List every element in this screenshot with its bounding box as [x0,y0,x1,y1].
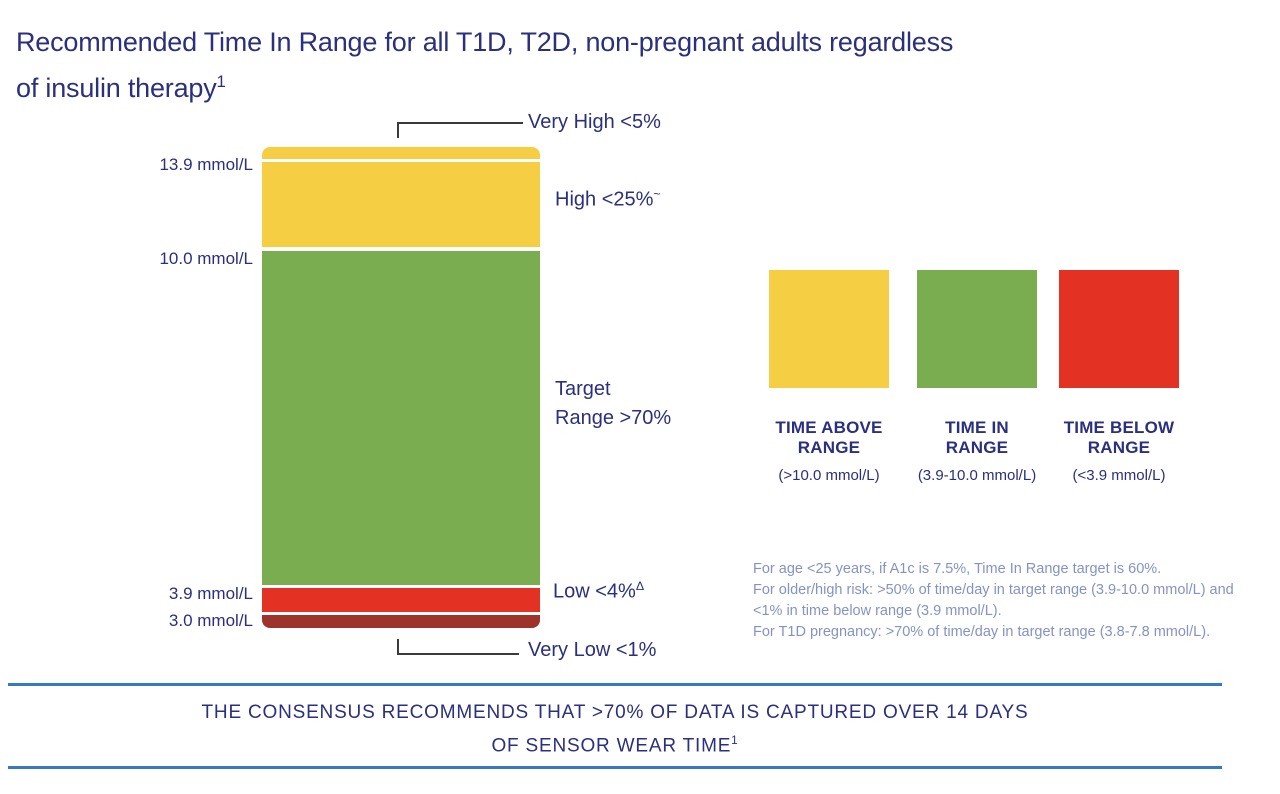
segment-high [262,162,540,247]
banner-line-2: OF SENSOR WEAR TIME [491,735,732,757]
legend-item-time-in-range: TIME IN RANGE (3.9-10.0 mmol/L) [897,270,1057,484]
time-above-range-title: TIME ABOVE RANGE [775,418,883,457]
note-line: For T1D pregnancy: >70% of time/day in t… [753,624,1211,640]
y-label-3-9-mmol: 3.9 mmol/L [168,584,253,603]
consensus-banner: THE CONSENSUS RECOMMENDS THAT >70% OF DA… [0,699,1230,760]
legend-item-time-above-range: TIME ABOVE RANGE (>10.0 mmol/L) [749,270,909,484]
time-above-range-swatch [769,270,889,388]
time-in-range-swatch [917,270,1037,388]
high-footnote-marker: ~ [653,187,661,201]
legend-item-time-below-range: TIME BELOW RANGE (<3.9 mmol/L) [1039,270,1199,484]
time-below-range-swatch [1059,270,1179,388]
time-below-range-threshold: (<3.9 mmol/L) [1072,467,1166,484]
very-low-label: Very Low <1% [528,639,657,661]
very-low-bracket-line [397,639,519,655]
very-high-bracket-line [397,122,523,138]
note-line: For older/high risk: >50% of time/day in… [753,582,1234,598]
segment-very-low [262,615,540,628]
segment-low [262,588,540,612]
title-line-1: Recommended Time In Range for all T1D, T… [16,27,954,57]
title-footnote-marker: 1 [216,72,226,91]
top-divider-line [8,683,1222,686]
very-high-label: Very High <5% [528,111,661,133]
y-label-3-0-mmol: 3.0 mmol/L [168,611,253,630]
banner-footnote-marker: 1 [731,734,739,747]
note-line: <1% in time below range (3.9 mmol/L). [753,603,1002,619]
segment-target-range [262,251,540,585]
time-in-range-title: TIME IN RANGE [945,418,1009,457]
clinical-notes: For age <25 years, if A1c is 7.5%, Time … [753,559,1234,643]
banner-line-1: THE CONSENSUS RECOMMENDS THAT >70% OF DA… [201,702,1029,723]
time-above-range-threshold: (>10.0 mmol/L) [778,467,880,484]
target-range-label: Target Range >70% [555,378,672,429]
time-below-range-title: TIME BELOW RANGE [1063,418,1175,457]
time-in-range-threshold: (3.9-10.0 mmol/L) [917,467,1037,484]
segment-very-high [262,147,540,159]
bottom-divider-line [8,766,1222,769]
page-title: Recommended Time In Range for all T1D, T… [16,22,953,108]
stacked-bar [262,147,540,628]
high-label: High <25%~ [555,187,661,211]
note-line: For age <25 years, if A1c is 7.5%, Time … [753,561,1162,577]
low-label: Low <4%Δ [553,579,645,603]
title-line-2: of insulin therapy [16,73,217,103]
y-label-13-9-mmol: 13.9 mmol/L [159,155,253,174]
y-label-10-0-mmol: 10.0 mmol/L [159,249,253,268]
low-footnote-marker: Δ [635,579,645,593]
